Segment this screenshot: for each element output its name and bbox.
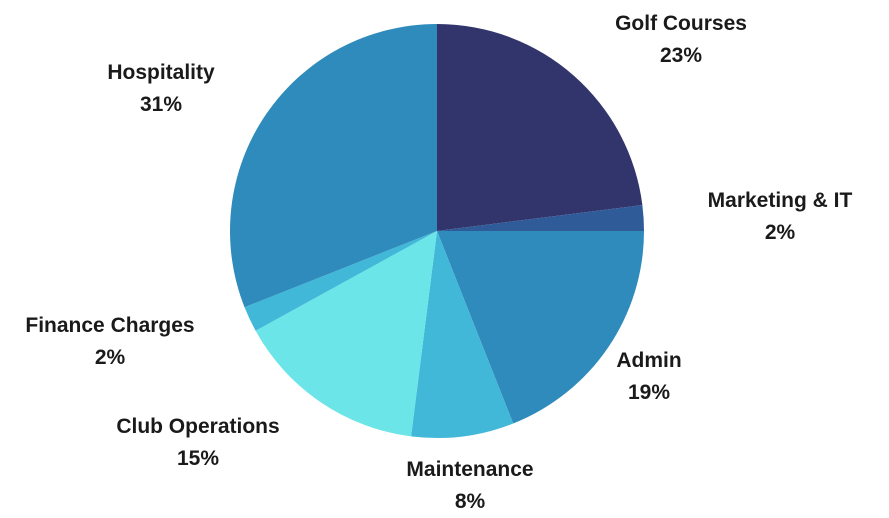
slice-percent: 8% <box>454 490 486 513</box>
slice-name: Maintenance <box>406 458 534 481</box>
pie-slice-golf-courses <box>437 24 643 231</box>
slice-name: Hospitality <box>107 61 215 84</box>
slice-label-finance-charges: Finance Charges 2% <box>25 310 194 374</box>
slice-percent: 2% <box>764 221 796 244</box>
slice-percent: 15% <box>176 447 220 470</box>
slice-label-hospitality: Hospitality 31% <box>107 57 214 121</box>
slice-label-marketing-it: Marketing & IT 2% <box>708 185 853 249</box>
slice-label-admin: Admin 19% <box>616 345 681 409</box>
slice-label-golf-courses: Golf Courses 23% <box>615 8 747 72</box>
slice-percent: 19% <box>627 381 671 404</box>
slice-percent: 23% <box>659 44 703 67</box>
slice-name: Marketing & IT <box>707 189 853 212</box>
pie-slice-hospitality <box>230 24 437 308</box>
slice-percent: 31% <box>139 93 183 116</box>
slice-name: Club Operations <box>116 415 280 438</box>
slice-name: Golf Courses <box>615 12 747 35</box>
pie-slice-finance-charges <box>244 231 437 331</box>
pie-slice-club-operations <box>255 231 437 437</box>
slice-name: Admin <box>616 349 682 372</box>
slice-name: Finance Charges <box>25 314 195 337</box>
slice-percent: 2% <box>94 346 126 369</box>
slice-label-club-operations: Club Operations 15% <box>116 411 279 475</box>
slice-label-maintenance: Maintenance 8% <box>406 454 533 518</box>
pie-slice-marketing-it <box>437 205 644 231</box>
pie-slice-maintenance <box>411 231 514 439</box>
pie-slice-admin <box>437 231 644 424</box>
